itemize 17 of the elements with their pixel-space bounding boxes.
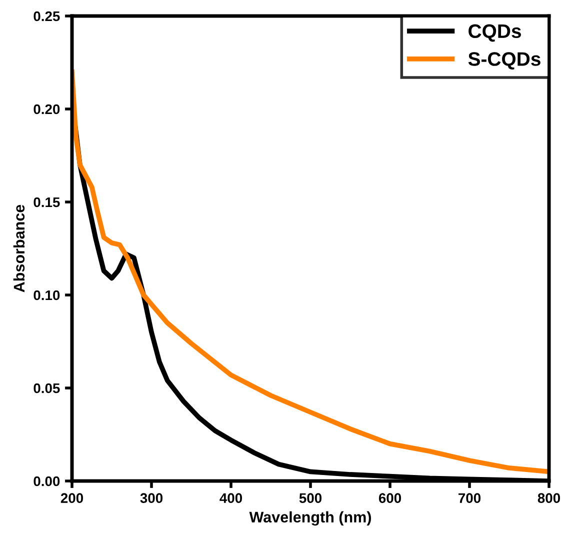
- legend-label: CQDs: [468, 24, 521, 42]
- y-tick-label: 0.20: [34, 104, 60, 114]
- x-tick-label: 600: [378, 493, 402, 504]
- x-tick-label: 200: [60, 493, 84, 504]
- y-axis-title: Absorbance: [13, 204, 25, 292]
- x-tick-label: 300: [140, 493, 163, 504]
- x-tick-label: 400: [220, 493, 242, 504]
- y-tick-label: 0.00: [34, 476, 60, 486]
- x-tick-label: 800: [538, 493, 560, 504]
- x-axis-title: Wavelength (nm): [249, 511, 371, 526]
- y-tick-label: 0.05: [34, 383, 60, 394]
- y-tick-label: 0.10: [34, 290, 60, 300]
- legend-label: S-CQDs: [468, 52, 540, 70]
- x-tick-label: 500: [299, 493, 322, 504]
- x-tick-label: 700: [458, 493, 481, 504]
- y-tick-label: 0.15: [34, 197, 60, 208]
- y-tick-label: 0.25: [34, 11, 60, 22]
